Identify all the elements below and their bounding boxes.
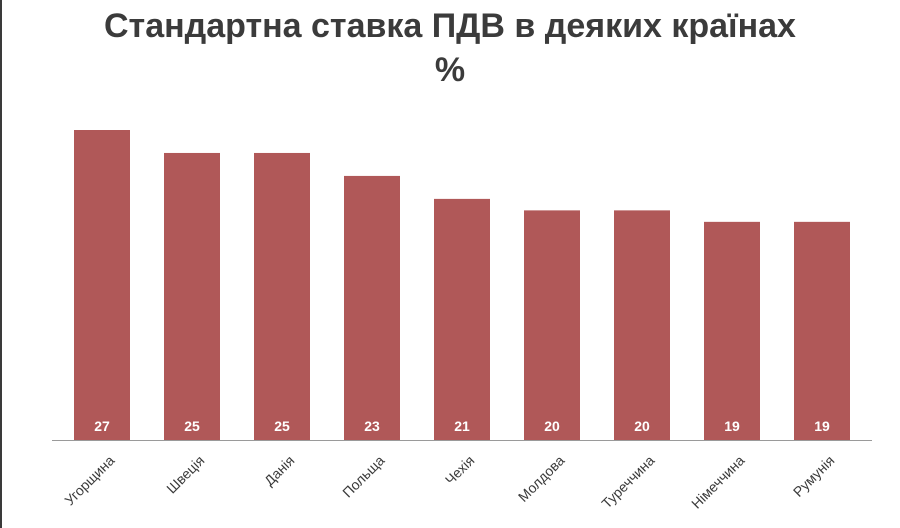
category-label-8: Німеччина (688, 452, 748, 512)
category-label-6: Молдова (515, 452, 568, 505)
bar-5 (434, 198, 490, 440)
bar-2 (164, 152, 220, 441)
category-label-1: Угорщина (61, 452, 117, 508)
bar-4 (344, 175, 400, 441)
category-label-7: Туреччина (598, 452, 657, 511)
data-label-4: 23 (364, 418, 380, 434)
category-label-4: Польща (339, 452, 387, 500)
bar-3 (254, 152, 310, 441)
data-label-5: 21 (454, 418, 470, 434)
chart-subtitle: % (434, 51, 466, 89)
data-label-7: 20 (634, 418, 650, 434)
category-label-9: Румунія (790, 452, 838, 500)
category-label-5: Чехія (442, 452, 478, 488)
bar-1 (74, 130, 130, 440)
data-label-9: 19 (814, 418, 830, 434)
category-label-3: Данія (261, 452, 298, 489)
data-label-2: 25 (184, 418, 200, 434)
bar-6 (524, 210, 580, 440)
bar-8 (704, 221, 760, 440)
chart-title: Стандартна ставка ПДВ в деяких країнах (104, 7, 796, 45)
left-border (0, 0, 2, 528)
category-labels-group: Угорщина Швеція Данія Польща Чехія Молдова Тур… (61, 452, 837, 512)
data-label-3: 25 (274, 418, 290, 434)
data-label-8: 19 (724, 418, 740, 434)
bars-group: 27 25 25 23 21 20 20 19 19 (74, 130, 850, 441)
data-label-1: 27 (94, 418, 110, 434)
bar-9 (794, 221, 850, 440)
category-label-2: Швеція (163, 452, 207, 496)
chart-title-block: Стандартна ставка ПДВ в деяких країнах % (0, 4, 900, 92)
data-label-6: 20 (544, 418, 560, 434)
bar-7 (614, 210, 670, 440)
